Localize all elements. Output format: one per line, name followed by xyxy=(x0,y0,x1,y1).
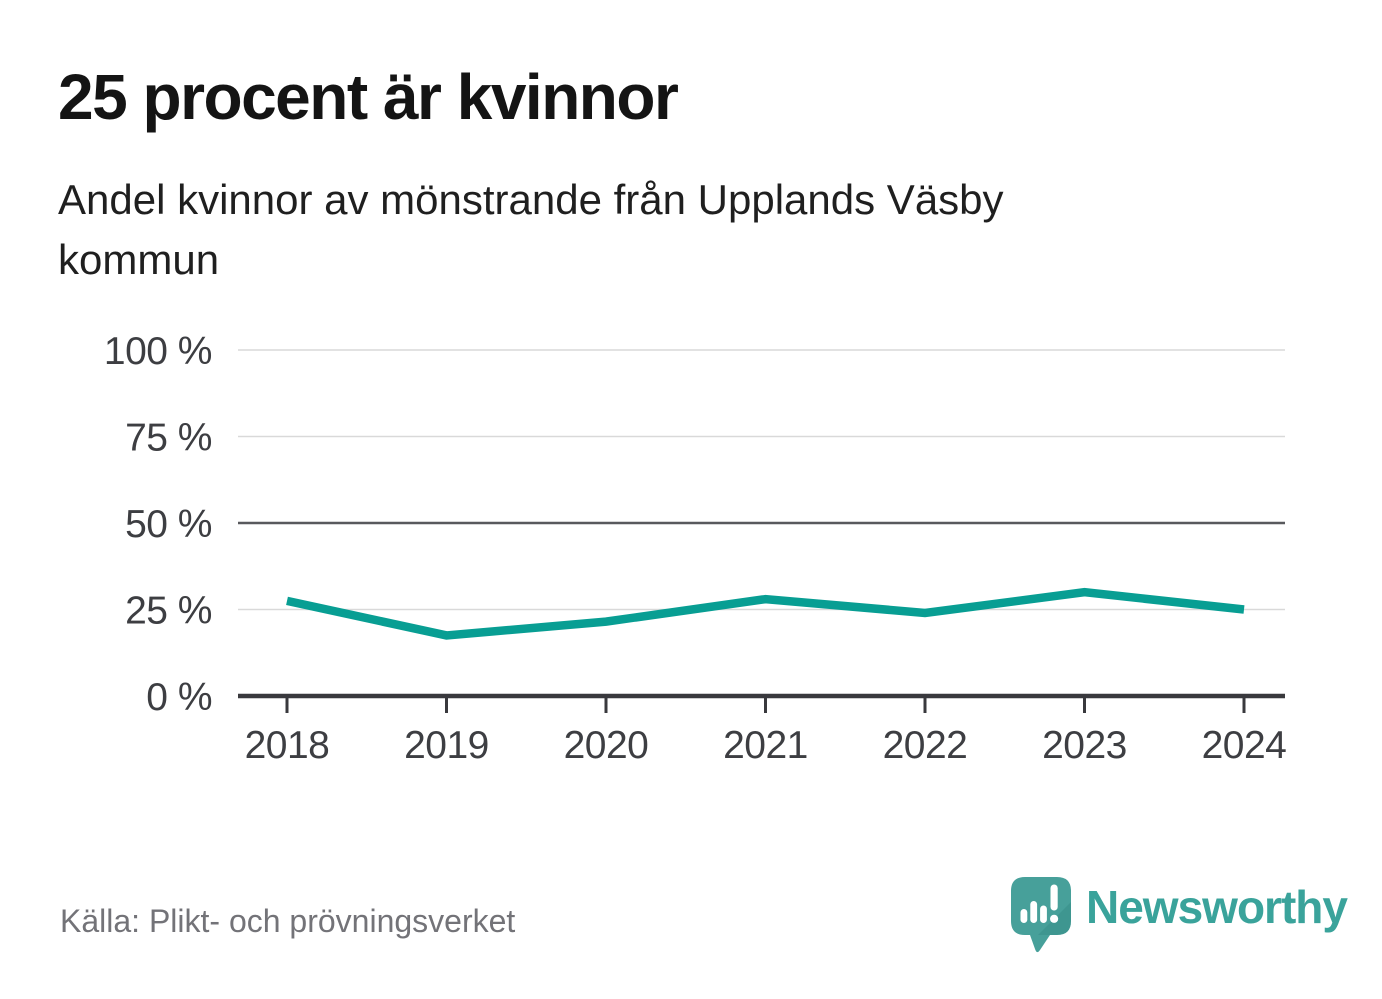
x-tick-label: 2024 xyxy=(1202,724,1287,767)
chart-title: 25 procent är kvinnor xyxy=(58,61,679,133)
data-line-andel-kvinnor xyxy=(286,587,1245,640)
x-tick-label: 2018 xyxy=(245,724,330,767)
x-tick-label: 2019 xyxy=(404,724,489,767)
y-tick-label: 100 % xyxy=(104,330,212,373)
y-tick-label: 75 % xyxy=(125,417,212,460)
x-tick-label: 2021 xyxy=(723,724,808,767)
logo-bar-chart-glyph xyxy=(1020,884,1059,923)
x-tick-label: 2022 xyxy=(883,724,968,767)
x-tick-label: 2023 xyxy=(1042,724,1127,767)
chart-subtitle-line-1: Andel kvinnor av mönstrande från Uppland… xyxy=(58,176,1004,223)
chart-subtitle: Andel kvinnor av mönstrande från Uppland… xyxy=(58,170,1004,290)
x-tick-label: 2020 xyxy=(564,724,649,767)
source-caption: Källa: Plikt- och prövningsverket xyxy=(60,903,516,939)
newsworthy-wordmark: Newsworthy xyxy=(1086,881,1348,933)
line-chart: 0 % 25 % 50 % 75 % 100 % 2018 2019 2020 2021 2022… xyxy=(104,330,1287,767)
newsworthy-logo-icon xyxy=(1011,877,1071,953)
chart-subtitle-line-2: kommun xyxy=(58,236,220,283)
y-tick-label: 25 % xyxy=(125,590,212,633)
y-tick-label: 0 % xyxy=(146,676,212,719)
y-tick-label: 50 % xyxy=(125,503,212,546)
